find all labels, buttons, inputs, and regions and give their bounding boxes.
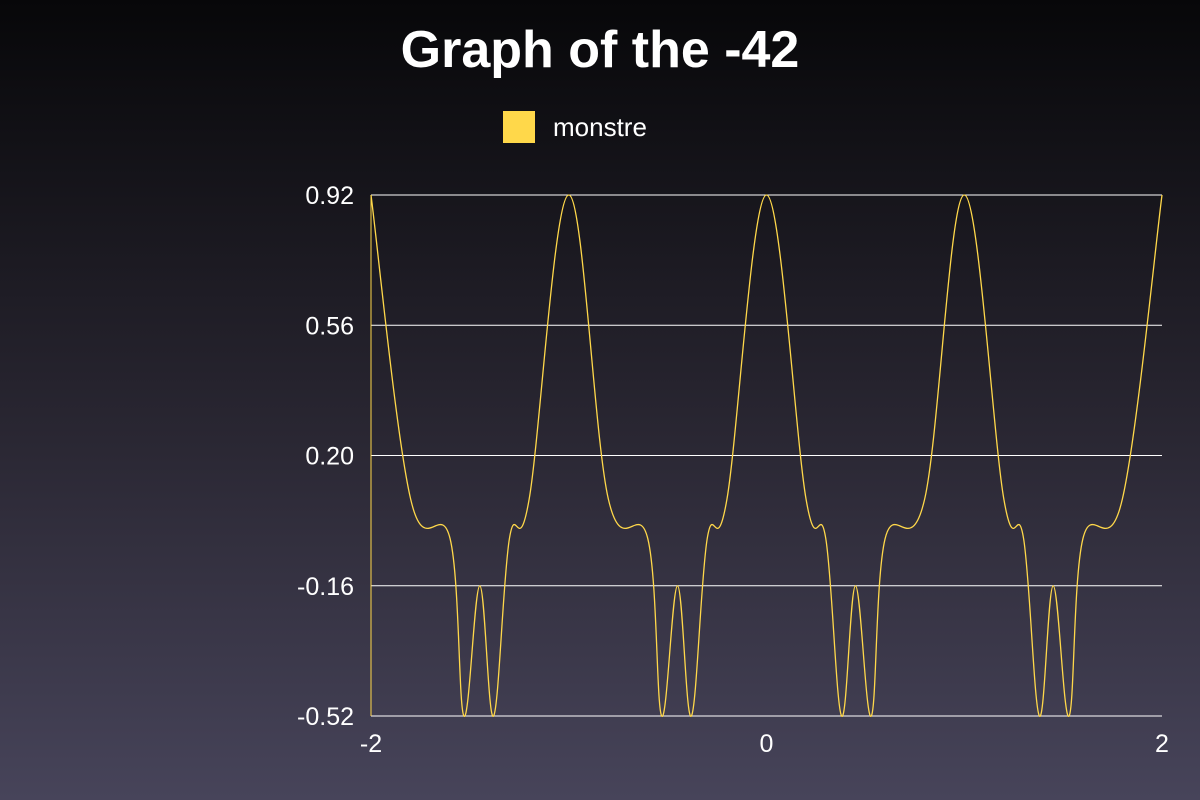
x-tick-label: 2 bbox=[1155, 730, 1169, 758]
y-tick-label: 0.20 bbox=[305, 443, 354, 471]
legend-swatch bbox=[503, 111, 535, 143]
y-tick-label: 0.92 bbox=[305, 182, 354, 210]
x-tick-label: 0 bbox=[760, 730, 774, 758]
legend-label: monstre bbox=[553, 111, 647, 142]
y-tick-label: 0.56 bbox=[305, 312, 354, 340]
series-line-0 bbox=[370, 194, 1163, 717]
x-tick-label: -2 bbox=[360, 730, 382, 758]
chart-title: Graph of the -42 bbox=[400, 21, 800, 79]
y-tick-label: -0.52 bbox=[297, 703, 354, 731]
legend: monstre bbox=[503, 110, 647, 144]
y-tick-label: -0.16 bbox=[297, 573, 354, 601]
